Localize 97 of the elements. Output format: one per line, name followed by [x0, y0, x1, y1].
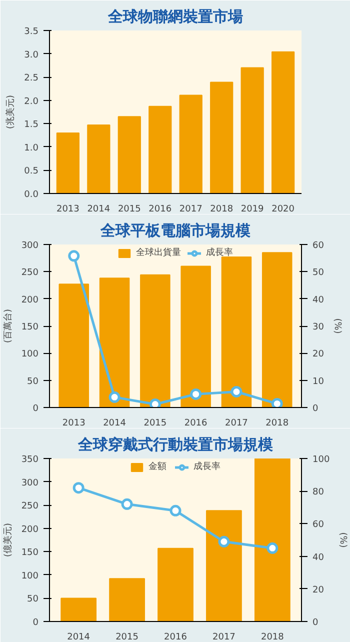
- x-tick-label: 2015: [144, 418, 167, 428]
- legend-label: 成長率: [194, 460, 220, 473]
- x-tick-label: 2014: [103, 418, 126, 428]
- y-tick-label: 150: [21, 322, 39, 332]
- bar: [60, 598, 97, 622]
- point: [170, 504, 182, 516]
- point: [68, 250, 80, 262]
- bar: [206, 510, 242, 622]
- y-tick-label: 0: [32, 404, 39, 414]
- point: [230, 386, 242, 398]
- bar: [262, 252, 292, 408]
- y2-tick-label: 0: [312, 618, 318, 628]
- y2-tick-label: 100: [312, 455, 330, 465]
- point: [271, 398, 283, 408]
- point: [72, 482, 84, 494]
- y-axis-title: (億美元): [2, 522, 14, 558]
- y-axis-title: (百萬台): [2, 308, 14, 344]
- x-tick-label: 2017: [212, 632, 236, 642]
- bar: [140, 274, 170, 408]
- x-tick-label: 2014: [87, 204, 110, 214]
- x-tick-label: 2016: [148, 204, 172, 214]
- y-tick-label: 1.5: [24, 120, 39, 130]
- y-tick-label: 300: [21, 478, 39, 488]
- bar: [179, 94, 202, 194]
- bar: [99, 278, 130, 408]
- y-tick-label: 2.5: [24, 74, 39, 84]
- bar: [180, 266, 211, 408]
- bar: [254, 458, 290, 622]
- bar: [240, 67, 264, 194]
- x-tick-label: 2015: [118, 204, 141, 214]
- y-tick-label: 50: [27, 376, 39, 387]
- y-tick-label: 3.5: [24, 27, 39, 37]
- x-tick-label: 2020: [272, 204, 295, 214]
- bar: [221, 256, 252, 408]
- y2-tick-label: 30: [312, 322, 324, 332]
- x-tick-label: 2018: [210, 204, 234, 214]
- x-tick-label: 2015: [116, 632, 138, 642]
- point: [121, 498, 133, 510]
- y-tick-label: 1.0: [24, 143, 39, 154]
- x-tick-label: 2017: [225, 418, 248, 428]
- y-tick-label: 3.0: [24, 50, 39, 60]
- y2-tick-label: 40: [312, 295, 324, 306]
- x-tick-label: 2019: [240, 204, 264, 214]
- x-tick-label: 2017: [179, 204, 202, 214]
- y-tick-label: 0.5: [24, 166, 39, 177]
- bar: [210, 82, 234, 194]
- x-tick-label: 2014: [67, 632, 90, 642]
- chart-title: 全球物聯網裝置市場: [107, 8, 243, 26]
- y-tick-label: 350: [21, 455, 39, 465]
- x-tick-label: 2016: [164, 632, 188, 642]
- y-tick-label: 200: [21, 524, 39, 535]
- bar: [109, 578, 145, 622]
- y-tick-label: 250: [21, 268, 39, 278]
- legend-label: 全球出貨量: [136, 246, 181, 259]
- y2-tick-label: 20: [312, 585, 324, 596]
- point: [190, 388, 202, 400]
- point: [149, 398, 161, 408]
- y2-tick-label: 50: [312, 268, 324, 278]
- y-tick-label: 250: [21, 502, 39, 512]
- bar: [56, 132, 80, 194]
- y-tick-label: 150: [21, 548, 39, 558]
- y-tick-label: 50: [27, 594, 39, 605]
- y-tick-label: 200: [21, 295, 39, 306]
- x-tick-label: 2016: [184, 418, 208, 428]
- bar: [148, 106, 172, 194]
- y2-tick-label: 60: [312, 241, 324, 251]
- point: [266, 542, 278, 554]
- y2-tick-label: 0: [312, 404, 318, 414]
- y2-axis-title: (%): [332, 318, 342, 334]
- chart-title: 全球穿戴式行動裝置市場規模: [77, 436, 274, 454]
- legend-label: 成長率: [206, 246, 233, 259]
- y-axis-title: (兆美元): [5, 94, 16, 130]
- y2-tick-label: 20: [312, 350, 324, 360]
- x-tick-label: 2013: [56, 204, 80, 214]
- x-tick-label: 2018: [266, 418, 289, 428]
- x-tick-label: 2013: [62, 418, 86, 428]
- y-tick-label: 100: [21, 571, 39, 582]
- y2-axis-title: (%): [338, 532, 348, 548]
- bar: [58, 284, 90, 408]
- y-tick-label: 100: [21, 350, 39, 360]
- bar: [118, 116, 141, 194]
- legend-label: 金額: [148, 460, 168, 473]
- chart-title: 全球平板電腦市場規模: [100, 222, 252, 240]
- bar: [158, 548, 194, 622]
- y-tick-label: 2.0: [24, 96, 39, 107]
- bar: [272, 51, 295, 194]
- y2-tick-label: 60: [312, 520, 324, 530]
- point: [218, 536, 230, 548]
- point: [108, 391, 120, 403]
- y-tick-label: 0: [32, 618, 39, 628]
- y2-tick-label: 80: [312, 488, 324, 498]
- x-tick-label: 2018: [260, 632, 284, 642]
- bar: [87, 124, 110, 194]
- y-tick-label: 300: [21, 241, 39, 251]
- y-tick-label: 0.0: [24, 190, 39, 200]
- y2-tick-label: 40: [312, 552, 324, 563]
- y2-tick-label: 10: [312, 376, 324, 387]
